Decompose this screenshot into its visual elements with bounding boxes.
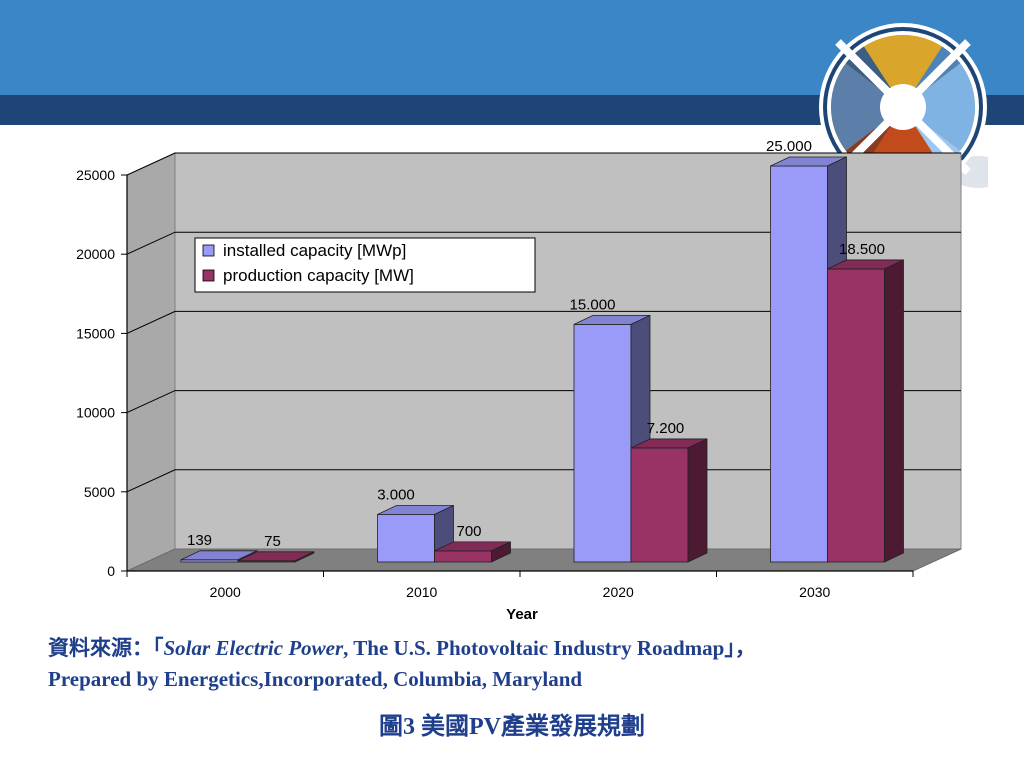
- source-caption: 資料來源：「Solar Electric Power, The U.S. Pho…: [48, 633, 988, 695]
- source-publication-title: Solar Electric Power: [163, 636, 344, 660]
- bar-side-face: [687, 438, 708, 563]
- bar-installed-2020: [573, 323, 632, 563]
- data-label: 3.000: [377, 486, 415, 503]
- source-caption-line1: 資料來源：「Solar Electric Power, The U.S. Pho…: [48, 633, 988, 664]
- gridline: [126, 310, 961, 334]
- pv-capacity-chart: 0 5000 10000 15000 20000 25000 2000 2010 2020 203…: [76, 140, 962, 623]
- data-label: 15.000: [570, 296, 616, 313]
- gridline: [126, 390, 961, 414]
- chart-legend: [194, 237, 536, 293]
- gridline: [126, 152, 961, 176]
- data-label: 139: [187, 532, 212, 549]
- bar-production-2030: [827, 268, 885, 563]
- data-label: 75: [264, 533, 281, 550]
- legend-label: production capacity [MW]: [223, 266, 414, 285]
- y-tick-label: 5000: [84, 484, 115, 500]
- y-tick-label: 15000: [76, 325, 115, 341]
- y-tick-label: 10000: [76, 405, 115, 421]
- y-tick-label: 20000: [76, 246, 115, 262]
- legend-swatch: [202, 269, 215, 282]
- y-tick-label: 25000: [76, 167, 115, 183]
- x-tick-label: 2020: [603, 584, 634, 600]
- bar-production-2020: [630, 447, 689, 563]
- bar-installed-2030: [770, 165, 828, 563]
- data-label: 18.500: [839, 241, 885, 258]
- source-caption-line2: Prepared by Energetics,Incorporated, Col…: [48, 667, 583, 691]
- bar-installed-2010: [377, 514, 435, 563]
- chart-side-wall: [126, 152, 176, 572]
- figure-title: 圖3 美國PV產業發展規劃: [379, 714, 645, 740]
- x-tick-label: 2000: [210, 584, 241, 600]
- y-tick-label: 0: [107, 563, 115, 579]
- source-prefix: 資料來源：「: [48, 636, 164, 660]
- data-label: 7.200: [647, 420, 685, 437]
- legend-swatch: [202, 244, 215, 257]
- bar-side-face: [491, 541, 511, 563]
- x-axis-title: Year: [506, 606, 538, 623]
- x-tick-label: 2010: [406, 584, 437, 600]
- data-label: 25.000: [766, 140, 812, 155]
- bar-side-face: [294, 551, 315, 563]
- bar-production-2010: [434, 550, 492, 563]
- source-suffix: , The U.S. Photovoltaic Industry Roadmap…: [343, 636, 756, 660]
- bar-side-face: [884, 259, 904, 563]
- gridline: [126, 231, 961, 255]
- x-tick-label: 2030: [799, 584, 830, 600]
- legend-label: installed capacity [MWp]: [223, 241, 406, 260]
- data-label: 700: [456, 523, 481, 540]
